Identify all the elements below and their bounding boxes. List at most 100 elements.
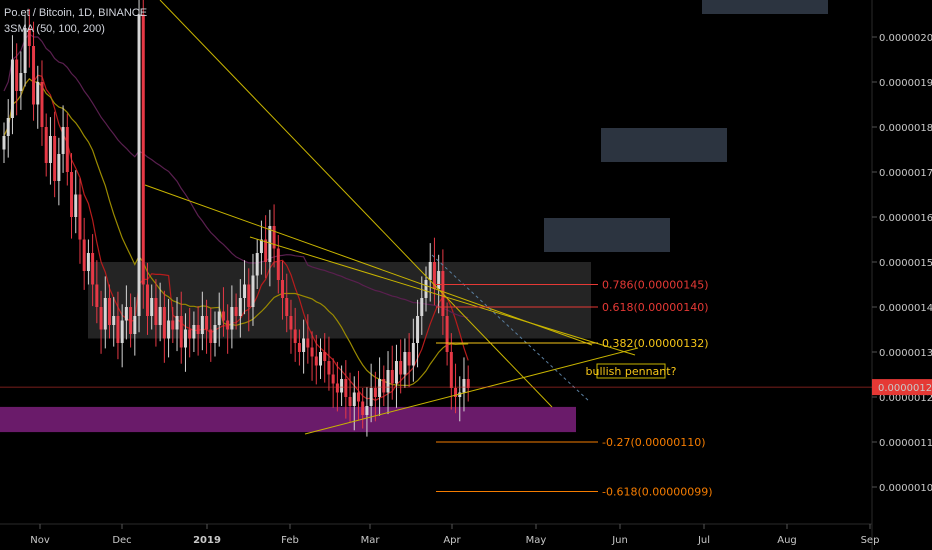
x-tick-label: Dec [112,535,131,546]
candle-body [437,271,441,289]
candle-body [124,307,128,321]
pennant-mid-line [249,236,636,356]
candle-body [373,388,377,397]
candle-body [175,316,179,330]
sma-100-line [3,77,469,387]
y-tick-label: 0.00000110 [879,438,932,449]
candle-body [226,320,230,330]
candle-body [162,307,166,339]
candle-body [340,379,344,393]
candle-body [327,361,331,375]
candle-body [344,379,348,397]
candle-body [57,154,61,181]
candle-body [335,383,339,393]
candle-body [70,172,74,217]
candle-body [281,280,285,298]
support-zone [0,406,576,433]
candle-body [432,262,436,289]
candle-body [2,136,6,150]
candle-body [243,284,247,298]
candle-body [167,320,171,339]
candle-body [268,226,272,262]
annotation-text: bullish pennant? [586,365,677,378]
x-tick-label: Jun [611,535,628,546]
candle-body [192,325,196,339]
x-tick-label: Mar [361,535,381,546]
annotation-box [596,363,666,379]
candle-body [352,392,356,406]
candle-body [48,136,52,163]
fib-label: 0.618(0.00000140) [602,301,709,314]
candle-body [466,379,470,388]
x-axis: Nov Dec 2019 Feb Mar Apr May Jun Jul Aug Sep [30,524,879,546]
candle-body [120,320,124,343]
annotation: bullish pennant? [586,363,677,379]
candle-body [306,338,310,348]
candle-body [6,118,10,136]
x-tick-label: May [526,535,547,546]
candle-body [411,343,415,366]
candle-body [230,307,234,330]
candle-body [238,298,242,316]
x-tick-label: Feb [281,535,299,546]
candle-body [416,316,420,343]
candle-body [103,298,107,330]
candle-body [217,311,221,325]
candle-body [348,397,352,406]
candle-body [183,329,187,348]
last-price-label: 0.00000122 [878,383,932,394]
candle-body [188,329,192,339]
candle-body [150,298,154,316]
candle-body [390,370,394,384]
candle-body [108,298,111,325]
candle-body [213,325,217,343]
candle-body [285,298,289,316]
candle-body [361,401,365,415]
candle-body [65,127,69,172]
candle-body [386,370,390,393]
fib-label: 0.382(0.00000132) [602,337,709,350]
last-price-tag [872,379,932,396]
candle-body [112,316,116,325]
candle-body [445,316,449,352]
candle-body [99,307,103,330]
candle-body [356,392,360,402]
candle-body [10,59,14,118]
target-box-2 [601,128,727,162]
candle-body [365,406,369,415]
candle-body [137,14,141,316]
candle-body [394,361,398,384]
candle-body [289,316,293,330]
pennant-lower-line [304,347,639,435]
target-box-1 [702,0,828,14]
candle-body [53,136,57,181]
candle-body [129,307,133,334]
sma-50-line [3,74,469,402]
candle-body [369,388,373,406]
candle-body [154,298,158,325]
candle-body [454,388,458,397]
candle-body [36,82,40,105]
candle-body [314,356,318,366]
x-tick-label: Apr [443,535,461,546]
candle-body [82,239,86,271]
candle-body [141,14,145,285]
candle-body [403,352,407,375]
sma-200-line [3,32,469,319]
indicator-label: 3SMA (50, 100, 200) [4,23,105,35]
x-tick-label: Jul [697,535,710,546]
candle-body [323,352,327,361]
candle-body [95,284,99,307]
candle-body [297,343,301,352]
candle-body [74,194,78,217]
candle-body [145,284,149,316]
fib-label: -0.618(0.00000099) [602,486,713,499]
